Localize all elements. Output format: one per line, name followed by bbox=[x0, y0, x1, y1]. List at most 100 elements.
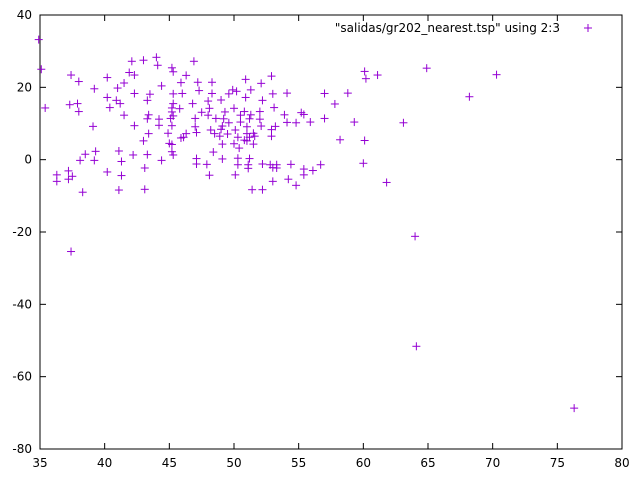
data-point bbox=[399, 118, 408, 127]
data-point bbox=[204, 97, 213, 106]
data-point bbox=[255, 107, 264, 116]
data-point bbox=[176, 78, 185, 87]
x-tick-label: 60 bbox=[356, 456, 371, 470]
data-point bbox=[465, 92, 474, 101]
data-point bbox=[182, 71, 191, 80]
data-point bbox=[89, 122, 98, 131]
data-point bbox=[52, 177, 61, 186]
data-point bbox=[267, 72, 276, 81]
x-tick-label: 65 bbox=[420, 456, 435, 470]
data-point bbox=[412, 342, 421, 351]
data-point bbox=[360, 136, 369, 145]
data-point bbox=[167, 140, 176, 149]
x-tick-label: 75 bbox=[550, 456, 565, 470]
data-point bbox=[228, 85, 237, 94]
data-point bbox=[67, 247, 76, 256]
data-point bbox=[231, 126, 240, 135]
data-point bbox=[492, 70, 501, 79]
x-tick-label: 55 bbox=[291, 456, 306, 470]
data-point bbox=[258, 96, 267, 105]
data-point bbox=[292, 181, 301, 190]
data-point bbox=[167, 121, 176, 130]
data-point bbox=[154, 115, 163, 124]
data-point bbox=[113, 84, 122, 93]
legend-marker bbox=[584, 24, 592, 32]
data-point bbox=[130, 89, 139, 98]
data-point bbox=[283, 89, 292, 98]
data-point bbox=[223, 129, 232, 138]
data-point bbox=[169, 150, 178, 159]
data-point bbox=[231, 170, 240, 179]
data-point bbox=[169, 89, 178, 98]
y-tick-label: -80 bbox=[12, 442, 32, 456]
data-point bbox=[218, 140, 227, 149]
data-point bbox=[116, 99, 125, 108]
data-point bbox=[232, 87, 241, 96]
data-point bbox=[64, 166, 73, 175]
data-point bbox=[117, 157, 126, 166]
data-point bbox=[230, 104, 238, 113]
y-tick-label: -20 bbox=[12, 225, 32, 239]
x-tick-label: 80 bbox=[614, 456, 629, 470]
data-point bbox=[306, 118, 315, 127]
data-point bbox=[192, 128, 201, 137]
data-point bbox=[157, 156, 166, 165]
data-point bbox=[178, 89, 187, 98]
data-point bbox=[217, 125, 226, 134]
data-point bbox=[169, 67, 178, 76]
data-point bbox=[236, 118, 245, 127]
tick-marks bbox=[39, 14, 623, 450]
data-point bbox=[411, 232, 420, 241]
data-point bbox=[144, 129, 153, 138]
data-point bbox=[37, 65, 46, 74]
data-point bbox=[286, 160, 295, 169]
data-point bbox=[112, 96, 121, 105]
data-point bbox=[125, 68, 134, 77]
data-point bbox=[230, 139, 238, 148]
data-point bbox=[218, 154, 227, 163]
x-tick-label: 35 bbox=[32, 456, 47, 470]
data-point bbox=[299, 110, 308, 119]
data-point bbox=[224, 89, 233, 98]
data-point bbox=[361, 74, 370, 83]
data-point bbox=[169, 99, 178, 108]
data-point bbox=[330, 99, 339, 108]
data-point bbox=[209, 148, 218, 157]
data-point bbox=[103, 167, 112, 176]
legend-label: "salidas/gr202_nearest.tsp" using 2:3 bbox=[335, 21, 560, 35]
data-point bbox=[73, 99, 82, 108]
data-point bbox=[255, 115, 264, 124]
data-point bbox=[105, 103, 114, 112]
x-tick-label: 50 bbox=[226, 456, 241, 470]
data-point bbox=[191, 122, 200, 131]
data-point bbox=[284, 175, 293, 184]
data-point bbox=[382, 178, 391, 187]
data-point bbox=[220, 107, 229, 116]
y-tick-label: 40 bbox=[17, 8, 32, 22]
data-point bbox=[140, 185, 149, 194]
data-point bbox=[257, 79, 266, 88]
legend: "salidas/gr202_nearest.tsp" using 2:3 bbox=[335, 21, 592, 35]
data-point bbox=[316, 160, 325, 169]
x-tick-label: 70 bbox=[485, 456, 500, 470]
data-point bbox=[245, 114, 254, 123]
data-point bbox=[157, 81, 166, 90]
data-point bbox=[215, 132, 224, 141]
data-point bbox=[153, 61, 162, 70]
data-point bbox=[299, 170, 308, 179]
data-point bbox=[117, 171, 126, 180]
data-point bbox=[272, 160, 281, 169]
data-point bbox=[268, 89, 277, 98]
data-point bbox=[139, 136, 148, 145]
data-point bbox=[130, 71, 139, 80]
y-tick-label: -60 bbox=[12, 370, 32, 384]
data-point bbox=[193, 78, 202, 87]
data-point bbox=[41, 103, 50, 112]
data-point bbox=[191, 114, 200, 123]
y-tick-label: -40 bbox=[12, 297, 32, 311]
data-point bbox=[241, 93, 250, 102]
data-point bbox=[139, 56, 148, 65]
data-point bbox=[206, 126, 215, 135]
data-point bbox=[103, 73, 112, 82]
